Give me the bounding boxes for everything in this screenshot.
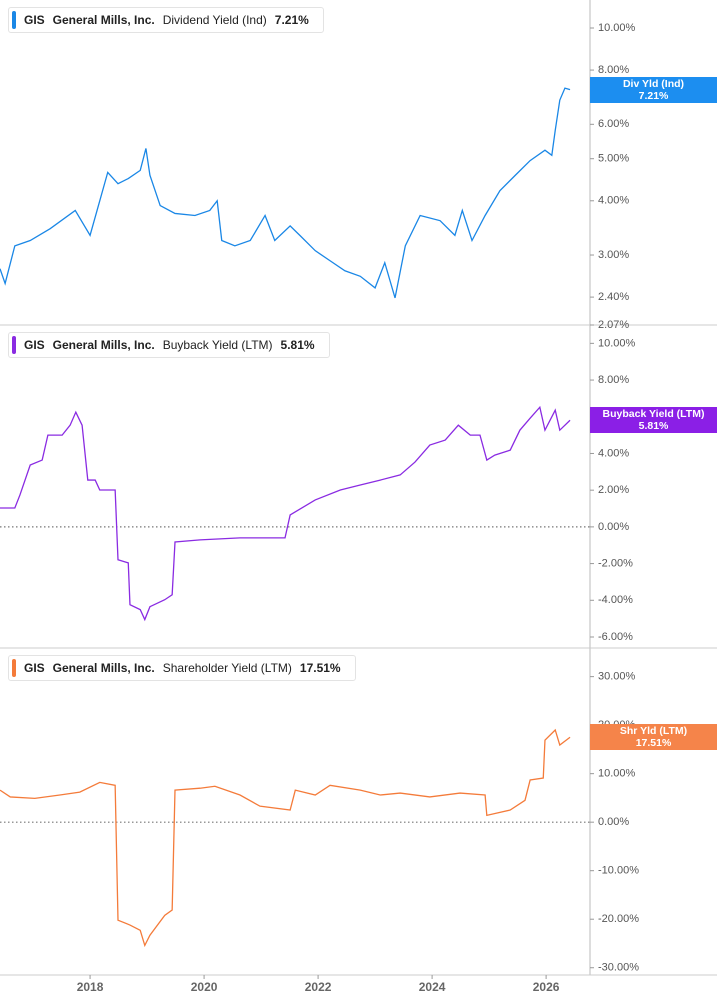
current-value: 5.81% — [280, 338, 315, 352]
y-tick-label: 3.00% — [598, 249, 629, 261]
y-tick-label: -2.00% — [598, 557, 633, 569]
value-tag: Shr Yld (LTM) 17.51% — [590, 724, 717, 751]
series-line — [0, 87, 571, 299]
tag-value: 7.21% — [638, 89, 669, 102]
company: General Mills, Inc. — [52, 338, 155, 352]
tag-line: 5.81% — [590, 420, 717, 432]
x-tick-label: 2026 — [533, 980, 560, 994]
tag-line: 7.21% — [590, 90, 717, 102]
tag-line: Buyback Yield (LTM) — [590, 408, 717, 420]
legend-header: GIS General Mills, Inc. Dividend Yield (In… — [8, 7, 324, 33]
ticker: GIS — [24, 338, 45, 352]
tag-label: Shr Yld (LTM) — [619, 725, 688, 738]
y-tick-label: 5.00% — [598, 153, 629, 165]
x-tick-label: 2020 — [191, 980, 218, 994]
current-value: 7.21% — [274, 13, 309, 27]
y-tick-label: 10.00% — [598, 22, 636, 34]
y-tick-label: 4.00% — [598, 195, 629, 207]
y-tick-label: 8.00% — [598, 374, 629, 386]
company: General Mills, Inc. — [52, 13, 155, 27]
x-tick-label: 2018 — [77, 980, 104, 994]
y-tick-label: -20.00% — [598, 913, 639, 925]
series-line — [0, 405, 571, 622]
series-name: Dividend Yield (Ind) — [162, 13, 267, 27]
company: General Mills, Inc. — [52, 661, 155, 675]
y-tick-label: 2.40% — [598, 291, 629, 303]
legend-swatch — [12, 336, 16, 354]
value-tag: Div Yld (Ind) 7.21% — [590, 76, 717, 103]
x-tick-label: 2022 — [305, 980, 332, 994]
current-value: 17.51% — [299, 661, 341, 675]
y-tick-label: 4.00% — [598, 447, 629, 459]
y-tick-label: -30.00% — [598, 962, 639, 974]
y-tick-label: 2.00% — [598, 484, 629, 496]
tag-line: Shr Yld (LTM) — [590, 725, 717, 737]
y-tick-label: 0.00% — [598, 521, 629, 533]
legend-swatch — [12, 11, 16, 29]
y-tick-label: 8.00% — [598, 64, 629, 76]
y-tick-label: 30.00% — [598, 671, 636, 683]
y-tick-label: 10.00% — [598, 337, 636, 349]
y-tick-label: -6.00% — [598, 631, 633, 643]
ticker: GIS — [24, 13, 45, 27]
legend-header: GIS General Mills, Inc. Shareholder Yield … — [8, 655, 356, 681]
y-tick-label: -4.00% — [598, 594, 633, 606]
tag-label: Div Yld (Ind) — [622, 77, 685, 90]
series-line — [0, 728, 571, 948]
series-name: Buyback Yield (LTM) — [162, 338, 273, 352]
series-name: Shareholder Yield (LTM) — [162, 661, 292, 675]
y-tick-label: -10.00% — [598, 865, 639, 877]
legend-swatch — [12, 659, 16, 677]
y-tick-label: 6.00% — [598, 118, 629, 130]
tag-line: 17.51% — [590, 737, 717, 749]
legend-header: GIS General Mills, Inc. Buyback Yield (LTM… — [8, 332, 330, 358]
tag-value: 5.81% — [638, 420, 669, 433]
y-tick-label: 2.07% — [598, 319, 629, 331]
y-tick-label: 0.00% — [598, 816, 629, 828]
tag-value: 17.51% — [635, 737, 672, 750]
x-tick-label: 2024 — [419, 980, 446, 994]
ticker: GIS — [24, 661, 45, 675]
y-tick-label: 10.00% — [598, 768, 636, 780]
tag-line: Div Yld (Ind) — [590, 78, 717, 90]
tag-label: Buyback Yield (LTM) — [602, 408, 705, 421]
value-tag: Buyback Yield (LTM) 5.81% — [590, 407, 717, 434]
